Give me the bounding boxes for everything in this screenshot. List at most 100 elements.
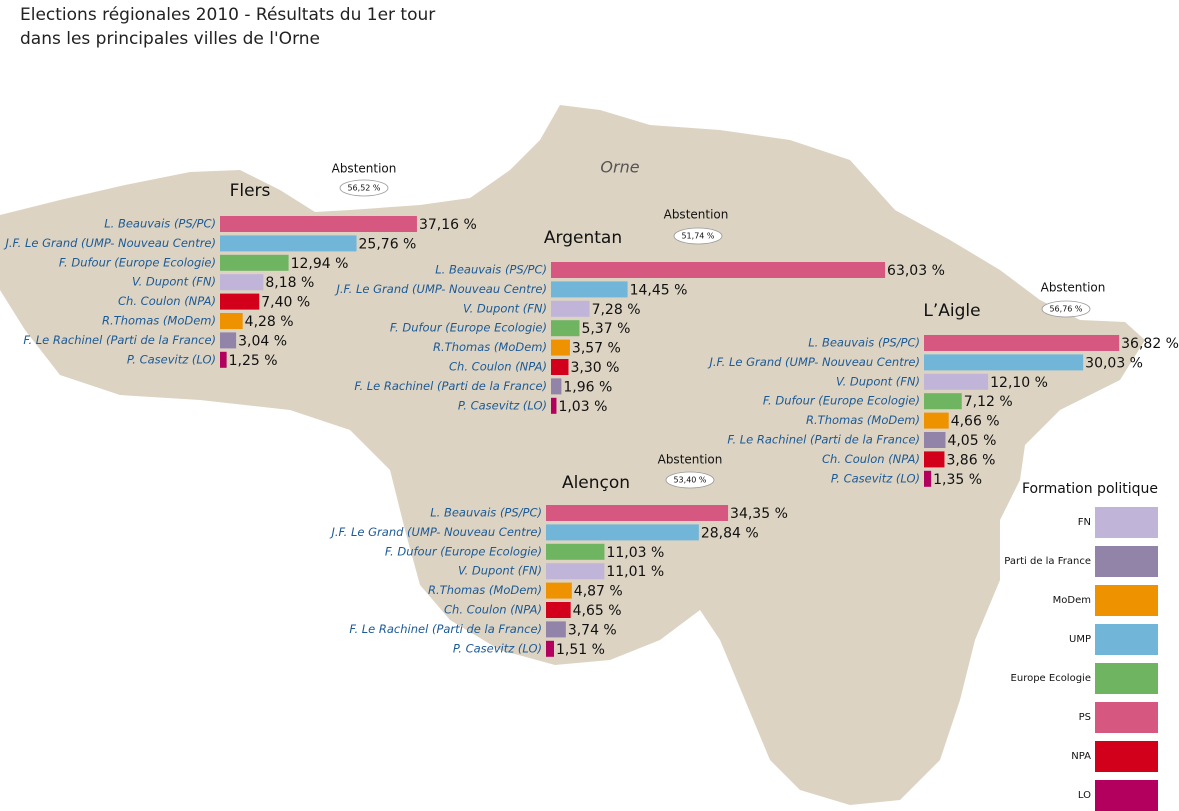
value-label: 7,28 % (592, 302, 641, 318)
city-title: Argentan (544, 228, 622, 248)
legend-swatch (1095, 585, 1158, 616)
bar (924, 451, 945, 468)
bar (220, 254, 289, 271)
value-label: 1,51 % (556, 642, 605, 658)
candidate-label: L. Beauvais (PS/PC) (435, 263, 547, 277)
legend-title: Formation politique (1022, 481, 1158, 497)
candidate-label: L. Beauvais (PS/PC) (430, 506, 542, 520)
value-label: 4,87 % (574, 584, 623, 600)
value-label: 37,16 % (419, 217, 477, 233)
value-label: 11,01 % (606, 564, 664, 580)
candidate-label: F. Le Rachinel (Parti de la France) (354, 379, 547, 393)
bar (551, 320, 580, 337)
candidate-label: J.F. Le Grand (UMP- Nouveau Centre) (708, 355, 921, 369)
bar (220, 293, 260, 310)
legend-label: MoDem (1053, 595, 1091, 606)
candidate-label: L. Beauvais (PS/PC) (808, 336, 920, 350)
abstention-value: 56,76 % (1049, 305, 1082, 314)
value-label: 4,05 % (947, 433, 996, 449)
candidate-label: J.F. Le Grand (UMP- Nouveau Centre) (330, 525, 543, 539)
abstention-badge (339, 179, 389, 197)
bar (551, 359, 569, 375)
value-label: 7,40 % (261, 295, 310, 311)
bar (551, 378, 562, 395)
legend-label: FN (1078, 517, 1091, 528)
bar (220, 235, 357, 252)
bar (551, 262, 886, 278)
candidate-label: P. Casevitz (LO) (458, 398, 547, 412)
bar (546, 640, 555, 657)
value-label: 28,84 % (701, 525, 759, 541)
abstention-badge (665, 471, 715, 489)
candidate-label: Ch. Coulon (NPA) (822, 452, 920, 466)
bar (220, 274, 264, 291)
legend-swatch (1095, 741, 1158, 772)
legend-swatch (1095, 702, 1158, 733)
candidate-label: J.F. Le Grand (UMP- Nouveau Centre) (4, 236, 217, 250)
value-label: 34,35 % (730, 506, 788, 522)
legend-swatch (1095, 663, 1158, 694)
value-label: 4,65 % (573, 603, 622, 619)
value-label: 3,04 % (238, 333, 287, 349)
value-label: 3,86 % (946, 452, 995, 468)
value-label: 3,57 % (572, 341, 621, 357)
value-label: 12,10 % (990, 375, 1048, 391)
legend-swatch (1095, 507, 1158, 538)
bar (220, 351, 227, 368)
value-label: 36,82 % (1121, 336, 1179, 352)
abstention-label: Abstention (658, 453, 723, 467)
value-label: 30,03 % (1085, 355, 1143, 371)
value-label: 63,03 % (887, 263, 945, 279)
value-label: 1,96 % (563, 379, 612, 395)
map-label: Orne (600, 158, 639, 177)
candidate-label: F. Le Rachinel (Parti de la France) (727, 433, 920, 447)
value-label: 1,35 % (933, 472, 982, 488)
candidate-label: Ch. Coulon (NPA) (444, 603, 542, 617)
value-label: 5,37 % (581, 321, 630, 337)
bar (924, 335, 1120, 351)
value-label: 12,94 % (291, 256, 349, 272)
bar (546, 543, 605, 560)
legend-label: Parti de la France (1004, 556, 1091, 567)
title-line: dans les principales villes de l'Orne (20, 29, 320, 49)
candidate-label: F. Dufour (Europe Ecologie) (59, 255, 216, 269)
value-label: 4,66 % (951, 414, 1000, 430)
bar (924, 432, 946, 448)
candidate-label: J.F. Le Grand (UMP- Nouveau Centre) (335, 282, 548, 296)
candidate-label: F. Le Rachinel (Parti de la France) (23, 333, 216, 347)
value-label: 14,45 % (630, 282, 688, 298)
value-label: 7,12 % (964, 394, 1013, 410)
abstention-label: Abstention (332, 162, 397, 176)
bar (924, 393, 962, 410)
map-orne (0, 105, 1145, 805)
value-label: 8,18 % (265, 275, 314, 291)
city-title: Alençon (562, 473, 630, 493)
candidate-label: R.Thomas (MoDem) (428, 583, 542, 597)
bar (546, 563, 605, 580)
city-title: L’Aigle (923, 301, 980, 321)
candidate-label: R.Thomas (MoDem) (806, 413, 920, 427)
bar (220, 216, 417, 232)
value-label: 11,03 % (606, 545, 664, 561)
candidate-label: V. Dupont (FN) (132, 275, 216, 289)
value-label: 1,25 % (229, 353, 278, 369)
legend-label: NPA (1071, 751, 1091, 762)
abstention-badge (673, 227, 723, 245)
candidate-label: L. Beauvais (PS/PC) (104, 217, 216, 231)
bar (220, 332, 237, 349)
abstention-value: 56,52 % (347, 184, 380, 193)
legend-swatch (1095, 624, 1158, 655)
bar (546, 621, 566, 638)
candidate-label: P. Casevitz (LO) (453, 641, 542, 655)
bar (546, 582, 572, 599)
candidate-label: V. Dupont (FN) (463, 301, 547, 315)
candidate-label: V. Dupont (FN) (458, 564, 542, 578)
bar (546, 505, 729, 521)
candidate-label: P. Casevitz (LO) (127, 352, 216, 366)
value-label: 3,74 % (568, 622, 617, 638)
candidate-label: F. Dufour (Europe Ecologie) (385, 544, 542, 558)
abstention-badge (1041, 300, 1091, 318)
candidate-label: F. Dufour (Europe Ecologie) (763, 394, 920, 408)
bar (924, 470, 932, 487)
